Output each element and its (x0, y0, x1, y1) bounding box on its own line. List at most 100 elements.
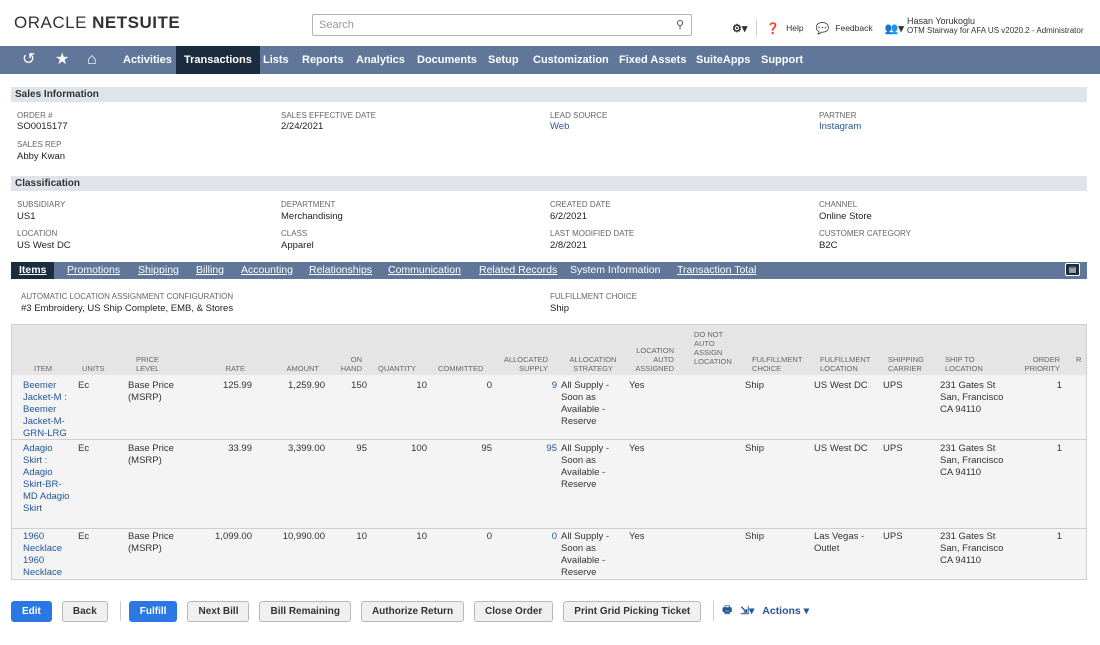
tab-billing[interactable]: Billing (196, 264, 225, 276)
auto-assigned-cell: Yes (629, 531, 645, 542)
tab-shipping[interactable]: Shipping (138, 264, 179, 276)
auto-location-label: AUTOMATIC LOCATION ASSIGNMENT CONFIGURAT… (21, 292, 234, 301)
tab-related-records[interactable]: Related Records (479, 264, 558, 276)
committed-cell: 0 (486, 531, 492, 542)
collapse-tabs-icon[interactable]: ▤ (1065, 263, 1080, 276)
home-icon[interactable]: ⌂ (87, 51, 97, 68)
col-quantity[interactable]: QUANTITY (378, 364, 416, 373)
table-row[interactable]: Adagio Skirt : Adagio Skirt-BR-MD Adagio… (12, 440, 1086, 529)
col-more[interactable]: R (1076, 355, 1082, 364)
sales-rep-label: SALES REP (17, 140, 62, 149)
fulfillment-choice-label: FULFILLMENT CHOICE (550, 292, 637, 301)
table-row[interactable]: Beemer Jacket-M : Beemer Jacket-M-GRN-LR… (12, 375, 1086, 440)
user-menu[interactable]: Hasan Yorukoglu OTM Stairway for AFA US … (907, 16, 1084, 36)
feedback-link[interactable]: Feedback (835, 23, 873, 33)
col-allocated-supply[interactable]: ALLOCATED SUPPLY (503, 355, 548, 373)
fulfillment-location-cell: Las Vegas - Outlet (814, 531, 865, 554)
channel-value: Online Store (819, 211, 872, 222)
col-location-auto-assigned[interactable]: LOCATION AUTO ASSIGNED (635, 346, 674, 373)
help-link[interactable]: Help (786, 23, 804, 33)
col-fulfillment-choice[interactable]: FULFILLMENT CHOICE (752, 355, 803, 373)
help-icon[interactable]: ❓ (766, 22, 781, 35)
col-fulfillment-location[interactable]: FULFILLMENT LOCATION (820, 355, 871, 373)
global-search-input[interactable]: Search ⚲ (312, 14, 692, 36)
col-rate[interactable]: RATE (225, 364, 245, 373)
nav-fixed-assets[interactable]: Fixed Assets (619, 54, 687, 66)
channel-label: CHANNEL (819, 200, 858, 209)
auto-assigned-cell: Yes (629, 380, 645, 391)
back-button[interactable]: Back (61, 600, 108, 622)
action-buttons: Edit Back Fulfill Next Bill Bill Remaini… (11, 600, 809, 622)
tab-items[interactable]: Items (11, 262, 55, 279)
col-ship-to-location[interactable]: SHIP TO LOCATION (945, 355, 983, 373)
user-avatar-icon[interactable]: 👥▾ (884, 22, 904, 35)
actions-menu[interactable]: Actions ▾ (762, 605, 809, 617)
feedback-icon[interactable]: 💬 (815, 22, 830, 35)
recent-records-icon[interactable]: ⚙▾ (732, 22, 748, 35)
fulfill-button[interactable]: Fulfill (128, 600, 178, 622)
nav-customization[interactable]: Customization (533, 54, 609, 66)
lead-source-label: LEAD SOURCE (550, 111, 608, 120)
col-allocation-strategy[interactable]: ALLOCATION STRATEGY (569, 355, 617, 373)
recent-icon[interactable]: ↺ (22, 51, 36, 68)
nav-reports[interactable]: Reports (302, 54, 344, 66)
edit-button[interactable]: Edit (11, 600, 52, 622)
col-on-hand[interactable]: ON HAND (340, 355, 362, 373)
nav-support[interactable]: Support (761, 54, 804, 66)
auto-assigned-cell: Yes (629, 443, 645, 454)
item-link[interactable]: 1960 Necklace 1960 Necklace (23, 531, 63, 578)
partner-link[interactable]: Instagram (819, 121, 862, 132)
col-price-level[interactable]: PRICE LEVEL (136, 355, 160, 373)
committed-cell: 95 (481, 443, 492, 454)
nav-lists[interactable]: Lists (263, 54, 289, 66)
tab-promotions[interactable]: Promotions (67, 264, 121, 276)
table-row[interactable]: 1960 Necklace 1960 Necklace Ec Base Pric… (12, 529, 1086, 579)
fulfillment-choice-cell: Ship (745, 531, 765, 542)
tab-relationships[interactable]: Relationships (309, 264, 373, 276)
classification-header[interactable]: Classification (11, 176, 1087, 191)
nav-suiteapps[interactable]: SuiteApps (696, 54, 751, 66)
sales-information-header[interactable]: Sales Information (11, 87, 1087, 102)
tab-accounting[interactable]: Accounting (241, 264, 293, 276)
col-order-priority[interactable]: ORDER PRIORITY (1024, 355, 1060, 373)
bill-remaining-button[interactable]: Bill Remaining (259, 600, 351, 622)
export-icon[interactable]: ⇲▾ (740, 605, 755, 617)
nav-analytics[interactable]: Analytics (356, 54, 405, 66)
close-order-button[interactable]: Close Order (474, 600, 554, 622)
order-number-label: ORDER # (17, 111, 53, 120)
col-units[interactable]: UNITS (82, 364, 105, 373)
nav-documents[interactable]: Documents (417, 54, 477, 66)
col-item[interactable]: ITEM (34, 364, 52, 373)
next-bill-button[interactable]: Next Bill (187, 600, 250, 622)
amount-cell: 10,990.00 (282, 531, 325, 542)
customer-category-label: CUSTOMER CATEGORY (819, 229, 912, 238)
col-committed[interactable]: COMMITTED (438, 364, 484, 373)
col-shipping-carrier[interactable]: SHIPPING CARRIER (888, 355, 924, 373)
nav-activities[interactable]: Activities (123, 54, 172, 66)
allocated-supply-link[interactable]: 0 (551, 531, 557, 542)
class-value: Apparel (281, 240, 314, 251)
search-icon[interactable]: ⚲ (675, 19, 684, 31)
units-cell: Ec (78, 380, 90, 391)
authorize-return-button[interactable]: Authorize Return (360, 600, 465, 622)
tab-communication[interactable]: Communication (388, 264, 461, 276)
print-grid-picking-ticket-button[interactable]: Print Grid Picking Ticket (563, 600, 702, 622)
star-icon[interactable]: ★ (55, 51, 70, 68)
allocated-supply-link[interactable]: 95 (546, 443, 557, 454)
nav-transactions[interactable]: Transactions (176, 46, 260, 74)
tab-transaction-total[interactable]: Transaction Total (677, 264, 757, 276)
lead-source-link[interactable]: Web (550, 121, 570, 132)
print-icon[interactable]: 🖶 (722, 604, 733, 616)
grid-header: ITEM UNITS PRICE LEVEL RATE AMOUNT ON HA… (12, 325, 1086, 375)
rate-cell: 125.99 (222, 380, 252, 391)
allocated-supply-link[interactable]: 9 (551, 380, 557, 391)
nav-setup[interactable]: Setup (488, 54, 519, 66)
allocation-strategy-cell: All Supply - Soon as Available - Reserve (561, 380, 610, 427)
oracle-netsuite-logo[interactable]: ORACLE NETSUITE (14, 13, 181, 32)
committed-cell: 0 (486, 380, 492, 391)
tab-system-information[interactable]: System Information (570, 264, 661, 276)
col-do-not-auto-assign[interactable]: DO NOT AUTO ASSIGN LOCATION (694, 330, 732, 366)
col-amount[interactable]: AMOUNT (286, 364, 320, 373)
item-link[interactable]: Adagio Skirt : Adagio Skirt-BR-MD Adagio… (23, 443, 70, 514)
item-link[interactable]: Beemer Jacket-M : Beemer Jacket-M-GRN-LR… (23, 380, 67, 439)
